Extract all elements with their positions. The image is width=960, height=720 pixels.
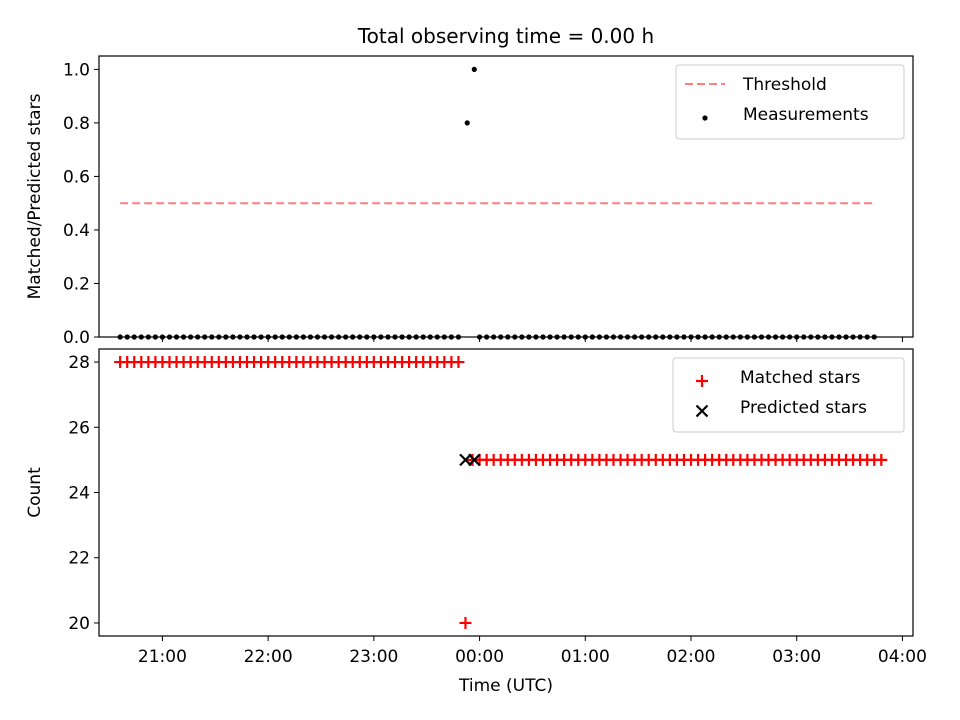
data-point [471,66,477,72]
series-predicted-stars [459,453,481,467]
y-tick-label: 24 [68,484,90,504]
legend-marker-icon [696,375,708,387]
y-tick-label: 1.0 [63,60,90,80]
legend-box [672,357,905,433]
y-tick-label: 0.4 [63,221,90,241]
data-point [468,453,481,467]
x-tick-label: 21:00 [138,647,187,667]
series-matched-stars [114,356,888,629]
x-tick-label: 03:00 [772,647,821,667]
data-point [875,453,888,466]
axes-frame [98,55,914,338]
x-axis-label: Time (UTC) [458,676,553,696]
y-tick-label: 22 [68,549,90,569]
y-tick-label: 20 [68,614,90,634]
y-tick-label: 28 [68,353,90,373]
y-tick-label: 0.6 [63,167,90,187]
data-point [464,120,470,126]
y-tick-label: 0.8 [63,114,90,134]
legend: Matched stars Predicted stars [672,357,905,433]
legend-box [675,64,905,140]
x-tick-label: 22:00 [244,647,293,667]
legend-label: Matched stars [740,368,860,388]
legend-label: Predicted stars [740,398,867,418]
legend-marker-icon [695,404,709,418]
legend-marker-icon [702,115,708,121]
bottom-panel: 21:00 22:00 23:00 00:00 01:00 02:00 03:00 04:00… [68,348,927,667]
legend-label: Measurements [743,105,869,125]
chart-title: Total observing time = 0.00 h [357,24,654,48]
legend: Threshold Measurements [675,64,905,140]
data-point [452,356,465,369]
x-tick-label: 02:00 [667,647,716,667]
x-tick-label: 00:00 [455,647,504,667]
top-y-axis-label: Matched/Predicted stars [25,93,45,299]
x-tick-label: 23:00 [349,647,398,667]
bottom-y-axis-label: Count [25,467,45,518]
y-tick-label: 0.2 [63,274,90,294]
axes-frame [98,348,914,637]
data-point [459,616,472,629]
y-tick-label: 0.0 [63,328,90,348]
y-tick-label: 26 [68,418,90,438]
top-panel: 0.0 0.2 0.4 0.6 0.8 1.0 Threshold Measurements [63,55,914,348]
x-tick-label: 04:00 [878,647,927,667]
legend-label: Threshold [742,75,827,95]
x-tick-label: 01:00 [561,647,610,667]
